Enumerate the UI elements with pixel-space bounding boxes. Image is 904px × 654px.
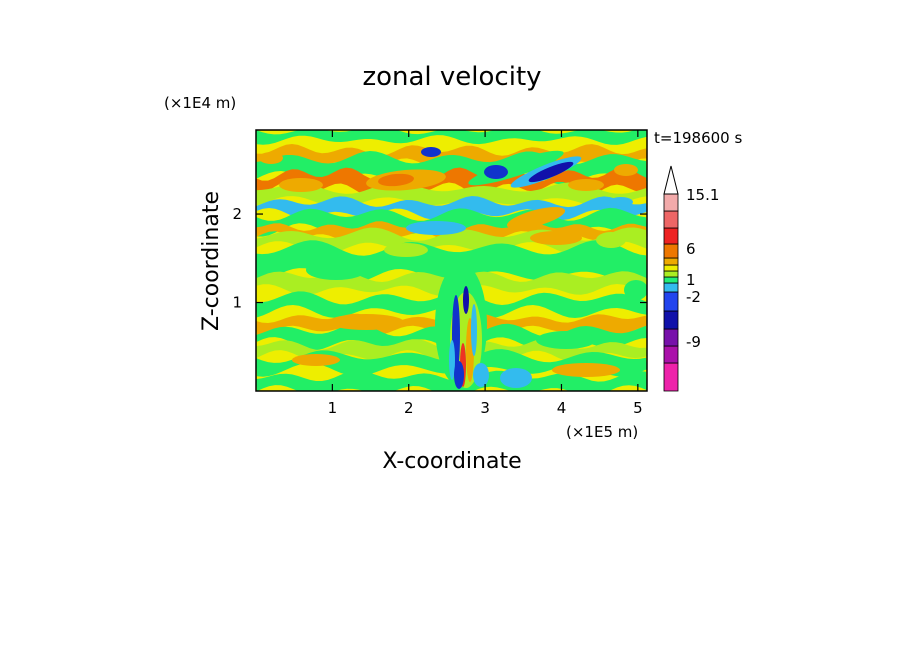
colorbar-segment: [663, 210, 679, 229]
contour-blob: [328, 314, 404, 330]
colorbar-segment: [663, 270, 679, 278]
x-axis-ticks: 1 2 3 4 5: [328, 130, 643, 417]
chart-title: zonal velocity: [362, 62, 541, 92]
contour-band: [256, 167, 647, 195]
plume-feature: [449, 340, 455, 380]
contour-blob: [596, 232, 626, 248]
plume-feature: [463, 286, 469, 314]
x-tick-label: 3: [480, 399, 490, 417]
x-tick-label: 2: [404, 399, 414, 417]
y-unit-label: (×1E4 m): [164, 94, 236, 112]
colorbar-segment: [663, 257, 679, 266]
contour-blob: [624, 280, 647, 300]
y-tick-label: 1: [232, 294, 242, 312]
contour-blob: [568, 179, 604, 191]
x-tick-label: 4: [557, 399, 567, 417]
colorbar-label: 15.1: [686, 186, 719, 204]
plume-feature: [454, 361, 464, 389]
colorbar-segment: [663, 276, 679, 284]
colorbar-segment: [663, 243, 679, 259]
contour-blob: [609, 197, 633, 207]
plume-feature: [471, 304, 477, 356]
colorbar-segment: [663, 328, 679, 347]
x-tick-label: 5: [633, 399, 643, 417]
colorbar-segment: [663, 310, 679, 330]
x-tick-label: 1: [328, 399, 338, 417]
colorbar-segment: [663, 193, 679, 212]
contour-blob: [292, 354, 340, 366]
contour-blob: [406, 221, 466, 235]
contour-blob: [378, 173, 414, 187]
colorbar-segment: [663, 282, 679, 293]
y-axis-label: Z-coordinate: [199, 191, 224, 331]
contour-blob: [306, 260, 366, 280]
x-unit-label: (×1E5 m): [566, 423, 638, 441]
contour-blob: [552, 363, 620, 377]
y-tick-label: 2: [232, 205, 242, 223]
y-axis-ticks: 12: [232, 205, 647, 312]
contour-blob: [384, 243, 428, 257]
plot-frame: [255, 129, 648, 392]
colorbar-segment: [663, 291, 679, 312]
colorbar: 15.1 6 1-2 -9: [663, 165, 719, 392]
colorbar-segment: [663, 345, 679, 364]
contour-blob: [259, 152, 283, 164]
colorbar-label: 1: [686, 271, 696, 289]
colorbar-label: 6: [686, 240, 696, 258]
colorbar-label: -9: [686, 333, 701, 351]
contour-blob: [528, 161, 574, 183]
contour-field: [256, 130, 647, 391]
contour-blob: [484, 165, 508, 179]
time-label: t=198600 s: [654, 129, 742, 147]
colorbar-arrow: [663, 165, 679, 195]
colorbar-segment: [663, 362, 679, 392]
contour-blob: [530, 231, 582, 245]
colorbar-segment: [663, 227, 679, 245]
colorbar-segment: [663, 264, 679, 272]
contour-blob: [536, 331, 596, 349]
contour-blob: [506, 207, 566, 229]
colorbar-label: -2: [686, 288, 701, 306]
contour-blob: [421, 147, 441, 157]
contour-blob: [500, 368, 532, 388]
contour-blob: [279, 178, 323, 192]
contour-band: [256, 130, 647, 145]
contour-blob: [614, 164, 638, 176]
x-axis-label: X-coordinate: [382, 449, 521, 474]
plume-feature: [473, 363, 489, 387]
